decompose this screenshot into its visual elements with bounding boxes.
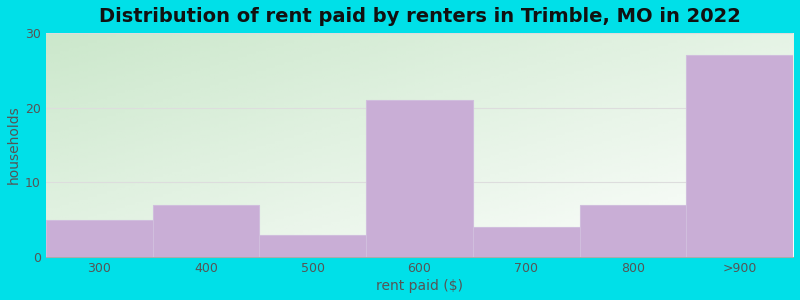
Bar [259,235,366,257]
Bar [473,227,579,257]
Bar [46,220,153,257]
Title: Distribution of rent paid by renters in Trimble, MO in 2022: Distribution of rent paid by renters in … [98,7,740,26]
Bar [153,205,259,257]
Y-axis label: households: households [7,106,21,184]
X-axis label: rent paid ($): rent paid ($) [376,279,463,293]
Bar [686,56,793,257]
Bar [366,100,473,257]
Bar [579,205,686,257]
